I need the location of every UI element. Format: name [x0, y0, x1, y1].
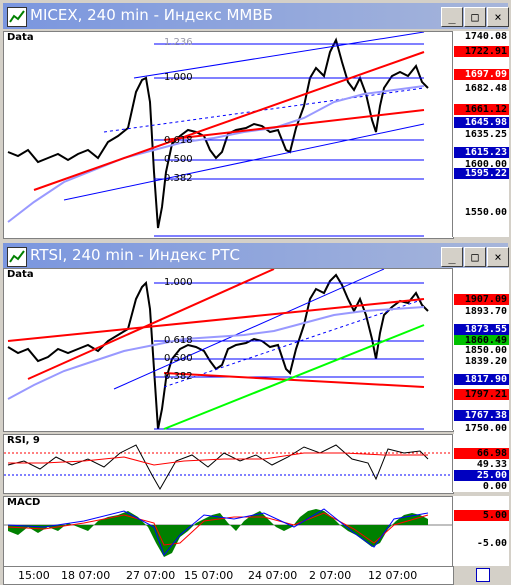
- time-tick: 12 07:00: [368, 569, 418, 582]
- rsi-tag: 49.33: [454, 459, 509, 470]
- price-tag: 1600.00: [454, 159, 509, 170]
- fib-0382-label: 0.382: [164, 173, 193, 184]
- price-tag: 1839.20: [454, 356, 509, 367]
- fib-1000-label: 1.000: [164, 277, 193, 288]
- micex-window: MICEX, 240 min - Индекс ММВБ _ □ × Data: [0, 0, 511, 240]
- micex-chart-svg: [7, 32, 429, 237]
- time-tick: 15:00: [18, 569, 50, 582]
- macd-axis: 5.00 -5.00: [452, 496, 509, 566]
- rtsi-window: RTSI, 240 min - Индекс РТС _ □ × Data 1.…: [0, 240, 511, 585]
- time-axis[interactable]: 15:00 18 07:00 27 07:00 15 07:00 24 07:0…: [3, 566, 454, 585]
- price-tag: 1697.09: [454, 69, 509, 80]
- price-tag: 1797.21: [454, 389, 509, 400]
- scroll-corner-icon[interactable]: [476, 568, 490, 582]
- macd-label: MACD: [7, 497, 41, 508]
- price-tag: 1860.49: [454, 335, 509, 346]
- price-tag: 1722.91: [454, 46, 509, 57]
- fib-1000-label: 1.000: [164, 72, 193, 83]
- price-tag: 1873.55: [454, 324, 509, 335]
- maximize-button[interactable]: □: [464, 7, 486, 27]
- price-tag: 1750.00: [454, 423, 509, 434]
- price-tag: 1740.08: [454, 31, 509, 42]
- fib-0618-label: 0.618: [164, 335, 193, 346]
- macd-tag: 5.00: [454, 510, 509, 521]
- chart-app-icon: [7, 247, 27, 267]
- time-tick: 2 07:00: [309, 569, 352, 582]
- close-button[interactable]: ×: [487, 7, 509, 27]
- rtsi-window-title: RTSI, 240 min - Индекс РТС: [30, 246, 240, 264]
- macd-panel[interactable]: MACD: [3, 496, 454, 568]
- rtsi-price-panel[interactable]: Data 1.000 0.618 0.500 0.382: [3, 268, 454, 432]
- time-tick: 15 07:00: [184, 569, 234, 582]
- rtsi-titlebar[interactable]: RTSI, 240 min - Индекс РТС _ □ ×: [3, 243, 509, 269]
- rtsi-price-axis[interactable]: 1907.09 1893.70 1873.55 1860.49 1850.00 …: [452, 268, 509, 434]
- price-tag: 1817.90: [454, 374, 509, 385]
- rsi-panel[interactable]: RSI, 9: [3, 434, 454, 494]
- maximize-button[interactable]: □: [464, 247, 486, 267]
- price-tag: 1661.12: [454, 104, 509, 115]
- micex-titlebar[interactable]: MICEX, 240 min - Индекс ММВБ _ □ ×: [3, 3, 509, 29]
- time-tick: 18 07:00: [61, 569, 111, 582]
- rtsi-data-label: Data: [7, 269, 34, 280]
- rtsi-price-line: [7, 273, 429, 430]
- price-tag: 1595.22: [454, 168, 509, 179]
- micex-price-axis[interactable]: 1740.08 1722.91 1697.09 1682.48 1661.12 …: [452, 31, 509, 237]
- fib-1236-label: 1.236: [164, 37, 193, 48]
- rsi-axis: 66.98 49.33 25.00 0.00: [452, 434, 509, 492]
- fib-0500-label: 0.500: [164, 353, 193, 364]
- minimize-button[interactable]: _: [441, 7, 463, 27]
- price-tag: 1850.00: [454, 345, 509, 356]
- time-tick: 27 07:00: [126, 569, 176, 582]
- minimize-button[interactable]: _: [441, 247, 463, 267]
- rsi-tag: 66.98: [454, 448, 509, 459]
- price-tag: 1645.98: [454, 117, 509, 128]
- micex-data-label: Data: [7, 32, 34, 43]
- chart-app-icon: [7, 7, 27, 27]
- price-tag: 1767.38: [454, 410, 509, 421]
- price-tag: 1682.48: [454, 83, 509, 94]
- micex-window-title: MICEX, 240 min - Индекс ММВБ: [30, 6, 273, 24]
- price-tag: 1550.00: [454, 207, 509, 218]
- price-tag: 1615.23: [454, 147, 509, 158]
- rsi-tag: 0.00: [454, 481, 509, 492]
- price-tag: 1893.70: [454, 306, 509, 317]
- rsi-label: RSI, 9: [7, 435, 40, 446]
- micex-price-panel[interactable]: Data 1.236 1.000 0.618 0.500 0.382: [3, 31, 454, 239]
- fib-0500-label: 0.500: [164, 154, 193, 165]
- rtsi-chart-svg: [7, 269, 429, 430]
- time-tick: 24 07:00: [248, 569, 298, 582]
- macd-tag: -5.00: [454, 538, 509, 549]
- price-tag: 1907.09: [454, 294, 509, 305]
- close-button[interactable]: ×: [487, 247, 509, 267]
- macd-chart-svg: [4, 508, 453, 557]
- fib-0382-label: 0.382: [164, 371, 193, 382]
- fib-0618-label: 0.618: [164, 135, 193, 146]
- price-tag: 1635.25: [454, 129, 509, 140]
- rsi-chart-svg: [4, 444, 453, 491]
- rsi-tag: 25.00: [454, 470, 509, 481]
